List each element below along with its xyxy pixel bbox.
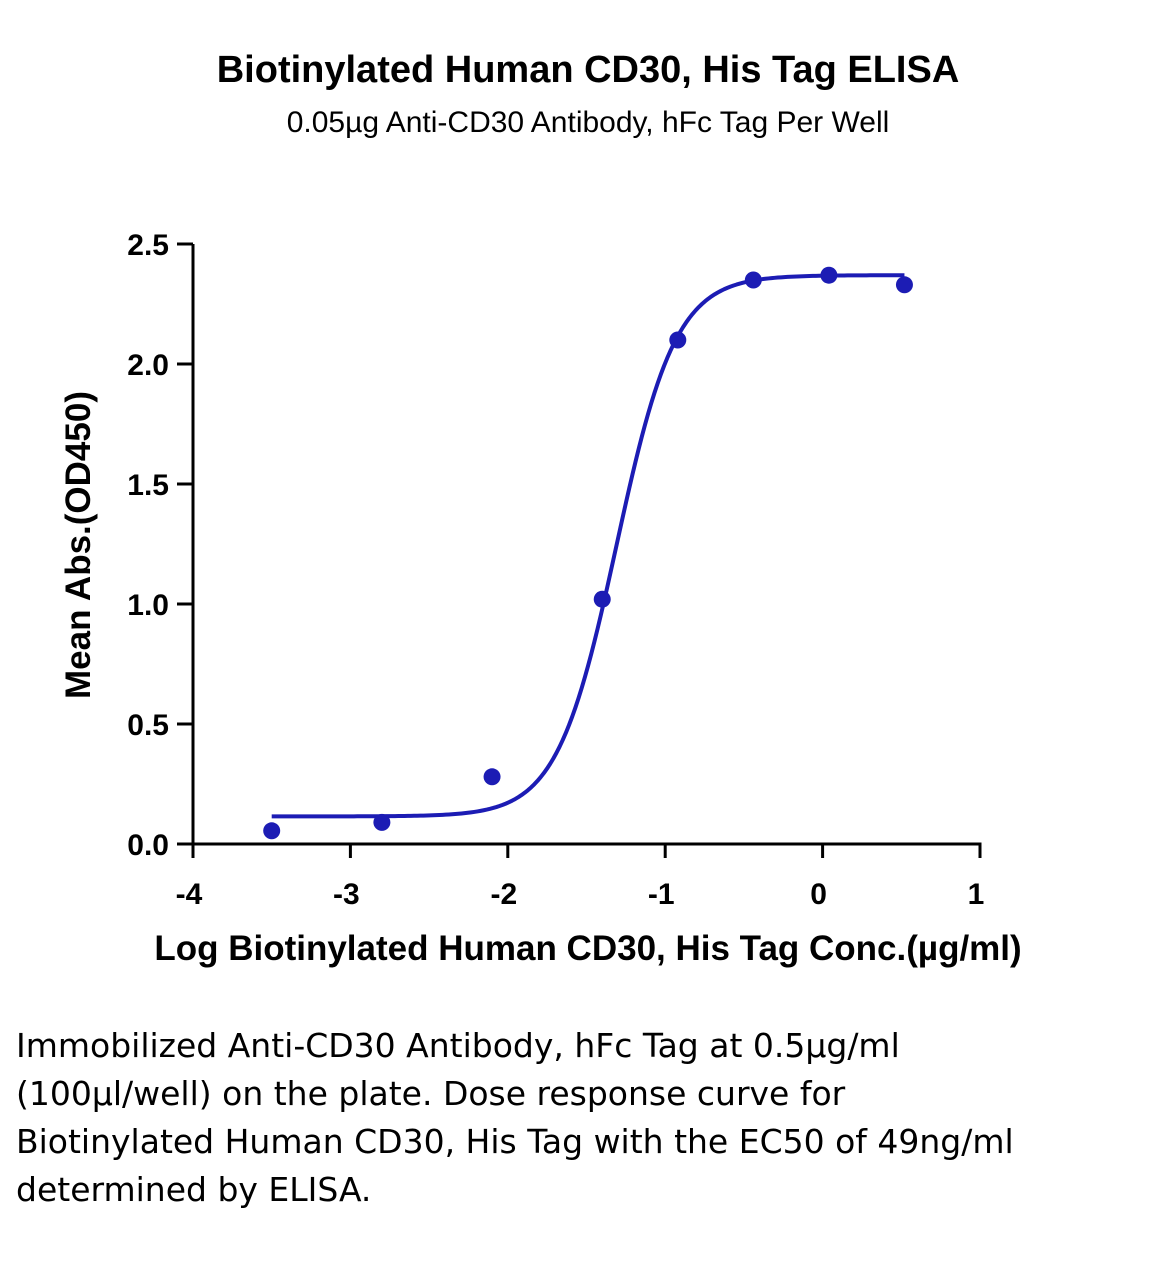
data-point	[373, 813, 391, 831]
data-point	[593, 590, 611, 608]
chart-subtitle: 0.05µg Anti-CD30 Antibody, hFc Tag Per W…	[287, 106, 890, 139]
chart-title: Biotinylated Human CD30, His Tag ELISA	[217, 49, 960, 91]
data-point	[483, 768, 501, 786]
data-point	[820, 266, 838, 284]
x-axis-title: Log Biotinylated Human CD30, His Tag Con…	[154, 929, 1021, 968]
y-axis-title: Mean Abs.(OD450)	[59, 391, 98, 699]
x-tick-label: -3	[333, 878, 360, 911]
y-tick-label: 1.5	[127, 469, 169, 502]
x-axis-ticks: -4 -3 -2 -1 0 1	[176, 844, 985, 911]
axes	[191, 244, 982, 846]
y-tick-label: 1.0	[127, 589, 169, 622]
fit-curve	[271, 273, 905, 819]
y-axis-ticks: 0.0 0.5 1.0 1.5 2.0 2.5	[127, 229, 193, 862]
x-tick-label: -4	[176, 878, 203, 911]
x-tick-label: -1	[648, 878, 675, 911]
data-point	[669, 331, 687, 349]
data-point	[744, 271, 762, 289]
data-point	[263, 822, 281, 840]
y-tick-label: 2.5	[127, 229, 169, 262]
fit-curve-layer	[271, 273, 905, 819]
y-tick-label: 2.0	[127, 349, 169, 382]
data-points	[263, 266, 913, 840]
y-tick-label: 0.5	[127, 709, 169, 742]
y-tick-label: 0.0	[127, 829, 169, 862]
x-tick-label: 0	[810, 878, 827, 911]
figure-caption: Immobilized Anti-CD30 Antibody, hFc Tag …	[16, 1026, 1014, 1209]
data-point	[895, 276, 913, 294]
x-tick-label: 1	[968, 878, 985, 911]
x-tick-label: -2	[490, 878, 517, 911]
elisa-chart: Biotinylated Human CD30, His Tag ELISA 0…	[59, 49, 1022, 968]
